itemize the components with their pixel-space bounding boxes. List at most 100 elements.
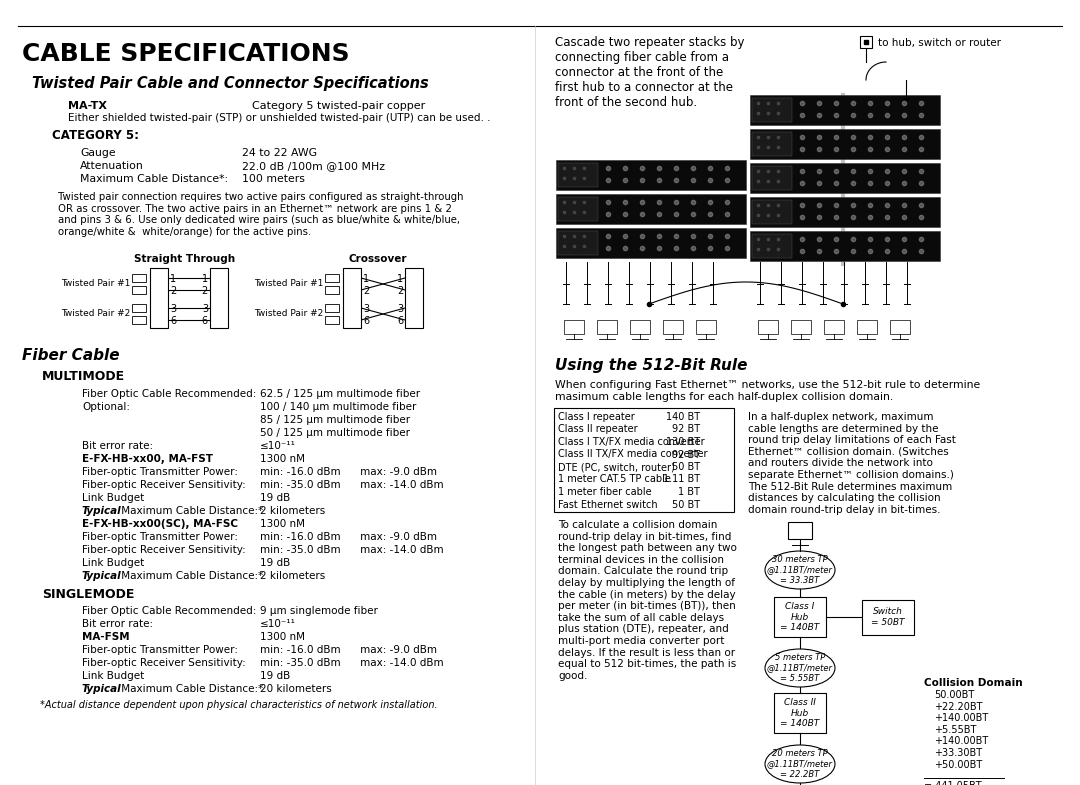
Bar xyxy=(752,132,792,156)
Bar xyxy=(132,304,146,312)
Text: Optional:: Optional: xyxy=(82,402,130,412)
Text: min: -16.0 dBm      max: -9.0 dBm: min: -16.0 dBm max: -9.0 dBm xyxy=(260,645,437,655)
Text: When configuring Fast Ethernet™ networks, use the 512-bit rule to determine
masi: When configuring Fast Ethernet™ networks… xyxy=(555,380,981,402)
Text: 50 BT: 50 BT xyxy=(672,462,700,472)
Text: 2 kilometers: 2 kilometers xyxy=(260,571,325,581)
Bar xyxy=(132,316,146,324)
Bar xyxy=(132,274,146,282)
Bar xyxy=(150,268,168,328)
Bar xyxy=(405,268,423,328)
Text: min: -16.0 dBm      max: -9.0 dBm: min: -16.0 dBm max: -9.0 dBm xyxy=(260,532,437,542)
Text: 22.0 dB /100m @100 MHz: 22.0 dB /100m @100 MHz xyxy=(242,161,384,171)
Text: 50 BT: 50 BT xyxy=(672,499,700,509)
Bar xyxy=(862,600,914,634)
Bar xyxy=(325,274,339,282)
Text: 2: 2 xyxy=(170,286,176,296)
Bar xyxy=(824,320,843,334)
Text: 100 meters: 100 meters xyxy=(242,174,305,184)
Text: min: -35.0 dBm      max: -14.0 dBm: min: -35.0 dBm max: -14.0 dBm xyxy=(260,658,444,668)
Text: Using the 512-Bit Rule: Using the 512-Bit Rule xyxy=(555,358,747,373)
Bar xyxy=(890,320,910,334)
Ellipse shape xyxy=(765,551,835,589)
Bar xyxy=(558,163,598,187)
Text: SINGLEMODE: SINGLEMODE xyxy=(42,588,134,601)
Bar xyxy=(752,166,792,190)
Text: MA-FSM: MA-FSM xyxy=(82,632,130,642)
Bar xyxy=(558,197,598,221)
Text: 3: 3 xyxy=(363,304,369,314)
Bar xyxy=(860,36,872,48)
Text: 50 / 125 μm multimode fiber: 50 / 125 μm multimode fiber xyxy=(260,428,410,438)
Bar xyxy=(750,231,940,261)
Text: 1300 nM: 1300 nM xyxy=(260,519,305,529)
Bar xyxy=(343,268,361,328)
Text: To calculate a collision domain
round-trip delay in bit-times, find
the longest : To calculate a collision domain round-tr… xyxy=(558,520,737,681)
Text: In a half-duplex network, maximum
cable lengths are determined by the
round trip: In a half-duplex network, maximum cable … xyxy=(748,412,956,515)
Text: Twisted Pair #1: Twisted Pair #1 xyxy=(254,279,323,289)
Bar xyxy=(750,129,940,159)
Text: min: -35.0 dBm      max: -14.0 dBm: min: -35.0 dBm max: -14.0 dBm xyxy=(260,545,444,555)
Text: Collision Domain: Collision Domain xyxy=(924,678,1023,688)
Text: Fiber-optic Receiver Sensitivity:: Fiber-optic Receiver Sensitivity: xyxy=(82,480,246,490)
Text: 85 / 125 μm multimode fiber: 85 / 125 μm multimode fiber xyxy=(260,415,410,425)
Text: 3: 3 xyxy=(202,304,208,314)
Text: 6: 6 xyxy=(363,316,369,326)
Text: Fiber-optic Transmitter Power:: Fiber-optic Transmitter Power: xyxy=(82,645,238,655)
Text: Cascade two repeater stacks by
connecting fiber cable from a
connector at the fr: Cascade two repeater stacks by connectin… xyxy=(555,36,744,109)
Bar xyxy=(554,408,734,512)
Text: Link Budget: Link Budget xyxy=(82,558,145,568)
Text: 1: 1 xyxy=(363,274,369,284)
Text: 62.5 / 125 μm multimode fiber: 62.5 / 125 μm multimode fiber xyxy=(260,389,420,399)
Text: Class I repeater: Class I repeater xyxy=(558,412,635,422)
Bar xyxy=(752,200,792,224)
Text: 2: 2 xyxy=(363,286,369,296)
Bar xyxy=(558,231,598,255)
Text: 2 kilometers: 2 kilometers xyxy=(260,506,325,516)
Bar xyxy=(556,228,746,258)
Bar xyxy=(556,194,746,224)
Text: Class II repeater: Class II repeater xyxy=(558,425,637,435)
Text: 1: 1 xyxy=(202,274,208,284)
Bar xyxy=(750,95,940,125)
Text: ≤10⁻¹¹: ≤10⁻¹¹ xyxy=(260,619,296,629)
Text: Maximum Cable Distance:*: Maximum Cable Distance:* xyxy=(118,506,264,516)
Text: 20 meters TP
@1.11BT/meter
= 22.2BT: 20 meters TP @1.11BT/meter = 22.2BT xyxy=(767,749,833,779)
Text: Maximum Cable Distance:*: Maximum Cable Distance:* xyxy=(118,684,264,694)
Text: Straight Through: Straight Through xyxy=(134,254,235,264)
Text: 1300 nM: 1300 nM xyxy=(260,454,305,464)
Text: 20 kilometers: 20 kilometers xyxy=(260,684,332,694)
Text: 50.00BT
+22.20BT
+140.00BT
+5.55BT
+140.00BT
+33.30BT
+50.00BT: 50.00BT +22.20BT +140.00BT +5.55BT +140.… xyxy=(934,690,988,769)
Text: MA-TX: MA-TX xyxy=(68,101,107,111)
Text: *Actual distance dependent upon physical characteristics of network installation: *Actual distance dependent upon physical… xyxy=(40,700,437,710)
Text: Fiber Cable: Fiber Cable xyxy=(22,348,120,363)
Text: Fiber-optic Transmitter Power:: Fiber-optic Transmitter Power: xyxy=(82,532,238,542)
Text: Class I
Hub
= 140BT: Class I Hub = 140BT xyxy=(781,602,820,632)
Bar xyxy=(325,304,339,312)
Text: ≤10⁻¹¹: ≤10⁻¹¹ xyxy=(260,441,296,451)
Text: 1 meter fiber cable: 1 meter fiber cable xyxy=(558,487,651,497)
Text: to hub, switch or router: to hub, switch or router xyxy=(878,38,1001,48)
Bar xyxy=(752,98,792,122)
Bar xyxy=(556,160,746,190)
Text: E-FX-HB-xx00(SC), MA-FSC: E-FX-HB-xx00(SC), MA-FSC xyxy=(82,519,238,529)
Text: 1.11 BT: 1.11 BT xyxy=(663,474,700,484)
Bar xyxy=(791,320,811,334)
Text: 1: 1 xyxy=(170,274,176,284)
Text: Link Budget: Link Budget xyxy=(82,671,145,681)
Text: 3: 3 xyxy=(396,304,403,314)
Text: 9 μm singlemode fiber: 9 μm singlemode fiber xyxy=(260,606,378,616)
Bar xyxy=(774,693,826,733)
Text: Attenuation: Attenuation xyxy=(80,161,144,171)
Text: 2: 2 xyxy=(202,286,208,296)
Bar xyxy=(750,197,940,227)
Text: 92 BT: 92 BT xyxy=(672,450,700,459)
Text: Twisted Pair #1: Twisted Pair #1 xyxy=(60,279,130,289)
Bar xyxy=(788,522,812,539)
Text: Twisted Pair #2: Twisted Pair #2 xyxy=(60,309,130,319)
Text: Fiber Optic Cable Recommended:: Fiber Optic Cable Recommended: xyxy=(82,389,256,399)
Text: DTE (PC, switch, router): DTE (PC, switch, router) xyxy=(558,462,675,472)
Text: 1300 nM: 1300 nM xyxy=(260,632,305,642)
Text: = 441.05BT: = 441.05BT xyxy=(924,781,982,785)
Text: MULTIMODE: MULTIMODE xyxy=(42,370,125,383)
Text: Bit error rate:: Bit error rate: xyxy=(82,441,153,451)
